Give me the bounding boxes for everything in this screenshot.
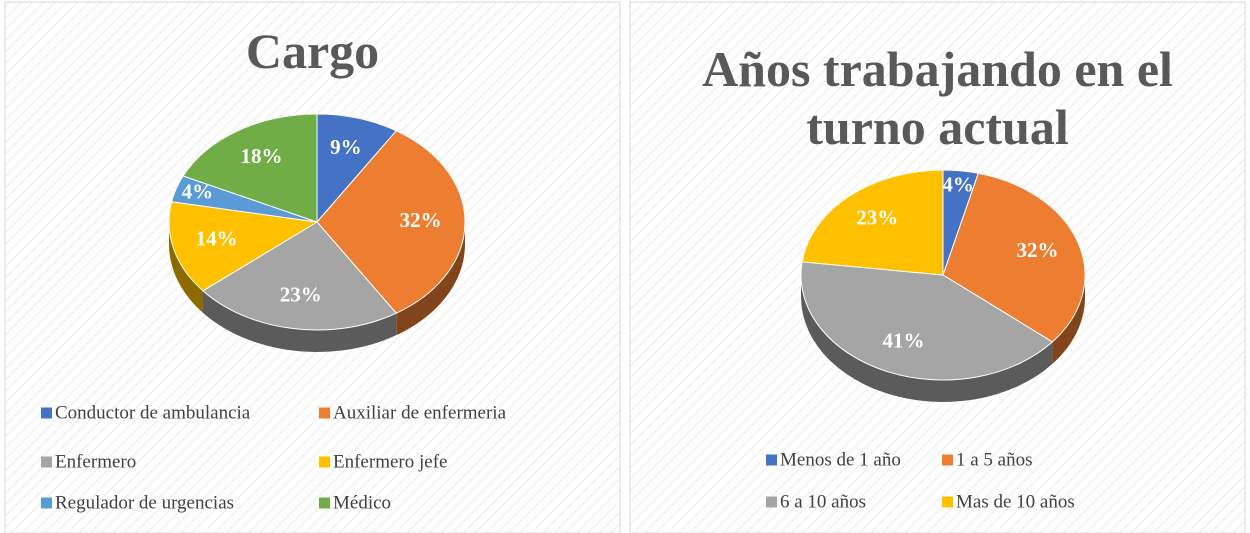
slice: [168, 201, 319, 292]
slice: [202, 221, 398, 331]
data-label: 14%: [196, 227, 238, 251]
slice: [182, 113, 318, 223]
legend-swatch: [942, 496, 953, 508]
data-label: 32%: [400, 208, 442, 232]
legend-swatch: [319, 497, 330, 509]
legend-label: Regulador de urgencias: [55, 492, 234, 513]
data-label: 9%: [330, 135, 362, 159]
legend-label: 6 a 10 años: [780, 491, 866, 512]
legend-label: 1 a 5 años: [956, 449, 1033, 470]
legend-label: Menos de 1 año: [780, 449, 901, 470]
legend-swatch: [41, 407, 52, 419]
slice-side: [801, 275, 1053, 402]
legend-label: Mas de 10 años: [956, 491, 1075, 512]
data-label: 4%: [942, 172, 974, 196]
legend-label: Auxiliar de enfermeria: [333, 402, 507, 423]
data-label: 23%: [856, 206, 898, 230]
slice: [316, 130, 466, 314]
legend-swatch: [41, 456, 52, 468]
data-label: 18%: [240, 144, 282, 168]
slice-side: [202, 290, 397, 352]
chart-title: Cargo: [245, 23, 380, 79]
chart-title: Años trabajando en el turno actual: [702, 41, 1173, 155]
legend-swatch: [766, 496, 777, 508]
slice: [800, 261, 1054, 381]
legend-label: Médico: [333, 492, 391, 513]
data-label: 23%: [280, 282, 322, 306]
slice: [801, 169, 944, 276]
slice-side: [396, 222, 465, 336]
legend-swatch: [319, 456, 330, 468]
slice: [942, 172, 1086, 343]
legend-swatch: [942, 454, 953, 466]
data-label: 32%: [1017, 238, 1059, 262]
legend-swatch: [766, 454, 777, 466]
legend-swatch: [319, 407, 330, 419]
slice-side: [169, 222, 203, 313]
legend-label: Enfermero: [55, 451, 136, 472]
data-label: 41%: [883, 328, 925, 352]
legend-label: Enfermero jefe: [333, 451, 447, 472]
legend-label: Conductor de ambulancia: [55, 402, 251, 423]
data-label: 4%: [182, 179, 214, 203]
slice: [316, 113, 398, 224]
legend-swatch: [41, 497, 52, 509]
slice-side: [1052, 275, 1085, 364]
